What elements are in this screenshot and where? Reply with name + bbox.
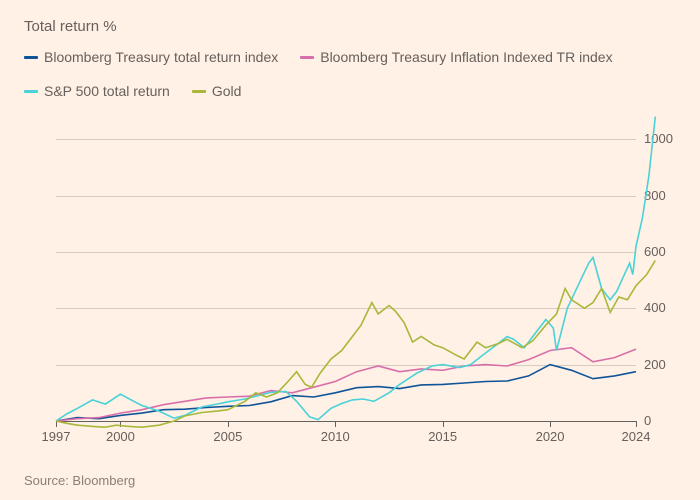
chart-container: Total return % Bloomberg Treasury total … — [0, 0, 700, 500]
legend-label: S&P 500 total return — [44, 83, 170, 99]
series-line — [56, 348, 636, 421]
legend-swatch — [24, 56, 38, 59]
series-line — [56, 117, 655, 421]
legend-item: S&P 500 total return — [24, 83, 170, 99]
series-line — [56, 365, 636, 421]
legend-label: Bloomberg Treasury Inflation Indexed TR … — [320, 49, 612, 65]
legend-swatch — [300, 56, 314, 59]
legend-swatch — [24, 90, 38, 93]
legend-item: Gold — [192, 83, 242, 99]
chart-source: Source: Bloomberg — [24, 473, 676, 488]
plot-svg — [24, 111, 686, 451]
legend-label: Bloomberg Treasury total return index — [44, 49, 278, 65]
legend-swatch — [192, 90, 206, 93]
series-line — [56, 260, 655, 427]
chart-legend: Bloomberg Treasury total return index Blo… — [24, 49, 676, 99]
legend-item: Bloomberg Treasury total return index — [24, 49, 278, 65]
legend-label: Gold — [212, 83, 242, 99]
chart-subtitle: Total return % — [24, 18, 676, 35]
legend-item: Bloomberg Treasury Inflation Indexed TR … — [300, 49, 612, 65]
chart-area: 0200400600800100019972000200520102015202… — [24, 111, 676, 463]
